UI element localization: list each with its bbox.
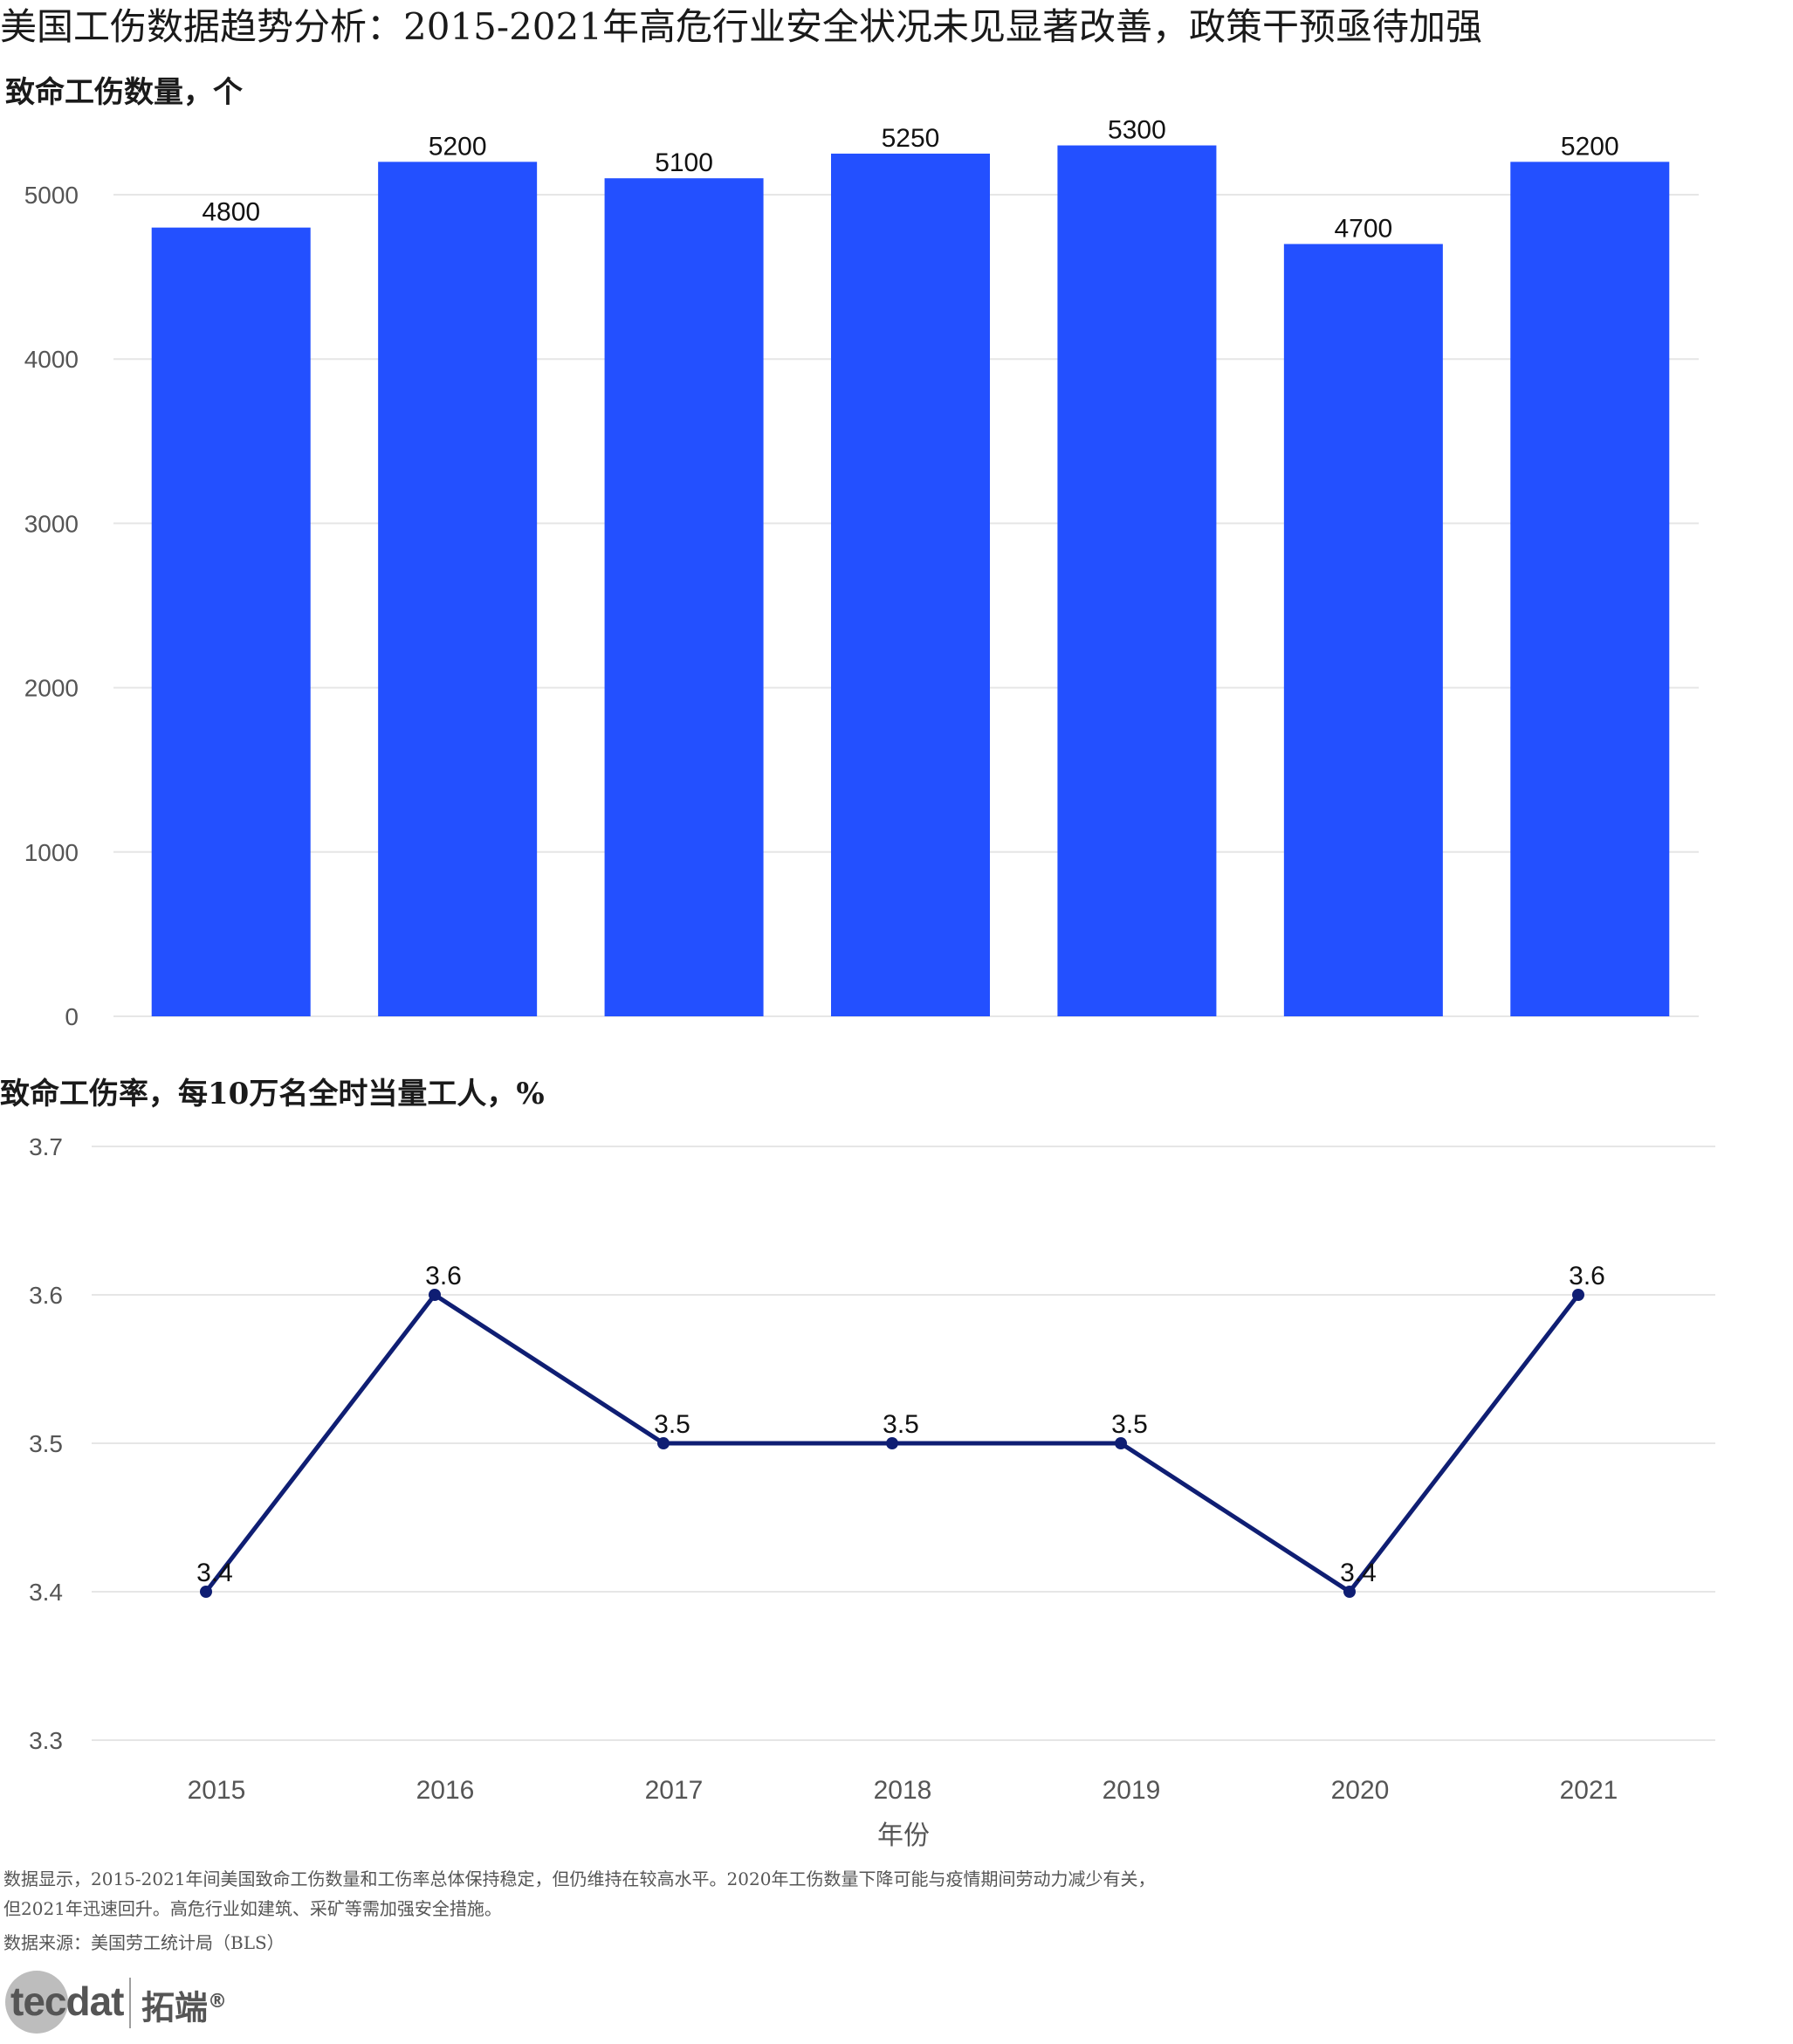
bar-value-label: 4700	[1334, 214, 1392, 243]
y-tick-label: 3.5	[29, 1430, 63, 1457]
bar-value-label: 5200	[1561, 132, 1619, 161]
data-point-2015	[200, 1586, 212, 1598]
x-tick-label: 2015	[188, 1776, 246, 1805]
bar-chart-title: 致命工伤数量，个	[5, 75, 243, 110]
data-point-2021	[1572, 1289, 1584, 1301]
y-tick-label: 3000	[24, 510, 79, 537]
point-value-label: 3.4	[196, 1559, 233, 1587]
x-tick-label: 2019	[1103, 1776, 1161, 1805]
x-tick-label: 2017	[645, 1776, 704, 1805]
data-point-2019	[1115, 1437, 1127, 1449]
bar-value-label: 5300	[1108, 116, 1166, 145]
line-chart: 3.3 3.4 3.5 3.6 3.7 3.4 2015 3.6 2016 3.5 2017 3.5 2…	[29, 1133, 1715, 1851]
logo-divider	[129, 1978, 131, 2028]
y-tick-label: 3.6	[29, 1282, 63, 1309]
registered-mark: ®	[208, 1991, 228, 2013]
footnote-line-1: 数据显示，2015-2021年间美国致命工伤数量和工伤率总体保持稳定，但仍维持在…	[3, 1869, 1156, 1889]
bar-value-label: 5200	[429, 132, 487, 161]
y-tick-label: 2000	[24, 675, 79, 702]
point-value-label: 3.5	[883, 1410, 919, 1439]
bar-2017	[604, 178, 764, 1016]
line-chart-title: 致命工伤率，每10万名全时当量工人，%	[0, 1077, 545, 1111]
bar-2019	[1057, 145, 1217, 1017]
point-value-label: 3.6	[425, 1262, 462, 1290]
y-tick-label: 5000	[24, 182, 79, 209]
x-tick-label: 2021	[1560, 1776, 1618, 1805]
bar-2016	[378, 162, 538, 1017]
y-tick-label: 4000	[24, 346, 79, 373]
y-tick-label: 1000	[24, 839, 79, 866]
data-point-2018	[886, 1437, 898, 1449]
logo-chinese-name: 拓端®	[141, 1976, 227, 2034]
logo-wordmark: tecdat	[10, 1979, 124, 2024]
bar-2015	[151, 227, 311, 1016]
bar-chart: 0 1000 2000 3000 4000 5000 4800 5200 5100 5250 530…	[24, 116, 1699, 1030]
main-title: 美国工伤数据趋势分析：2015-2021年高危行业安全状况未见显著改善，政策干预…	[0, 5, 1482, 48]
x-tick-label: 2020	[1331, 1776, 1390, 1805]
logo-circle	[5, 1971, 68, 2034]
point-value-label: 3.4	[1340, 1559, 1377, 1587]
footnote-line-2: 但2021年迅速回升。高危行业如建筑、采矿等需加强安全措施。	[3, 1898, 502, 1919]
y-tick-label: 0	[65, 1003, 79, 1030]
logo-chinese-text: 拓端	[141, 1988, 209, 2027]
data-point-2016	[429, 1289, 441, 1301]
y-tick-label: 3.3	[29, 1727, 63, 1754]
point-value-label: 3.5	[654, 1410, 690, 1439]
point-value-label: 3.5	[1111, 1410, 1148, 1439]
bar-2020	[1283, 244, 1443, 1017]
bar-value-label: 5250	[882, 124, 940, 153]
bar-2018	[831, 153, 990, 1016]
y-tick-label: 3.7	[29, 1133, 63, 1160]
bar-value-label: 4800	[202, 198, 260, 227]
x-tick-label: 2018	[874, 1776, 932, 1805]
bar-2021	[1510, 162, 1670, 1017]
x-axis-title: 年份	[877, 1820, 930, 1851]
data-point-2017	[657, 1437, 670, 1449]
bar-value-label: 5100	[655, 148, 713, 177]
point-value-label: 3.6	[1569, 1262, 1605, 1290]
data-point-2020	[1343, 1586, 1356, 1598]
y-tick-label: 3.4	[29, 1579, 63, 1606]
source-note: 数据来源：美国劳工统计局（BLS）	[3, 1932, 285, 1953]
x-tick-label: 2016	[416, 1776, 475, 1805]
